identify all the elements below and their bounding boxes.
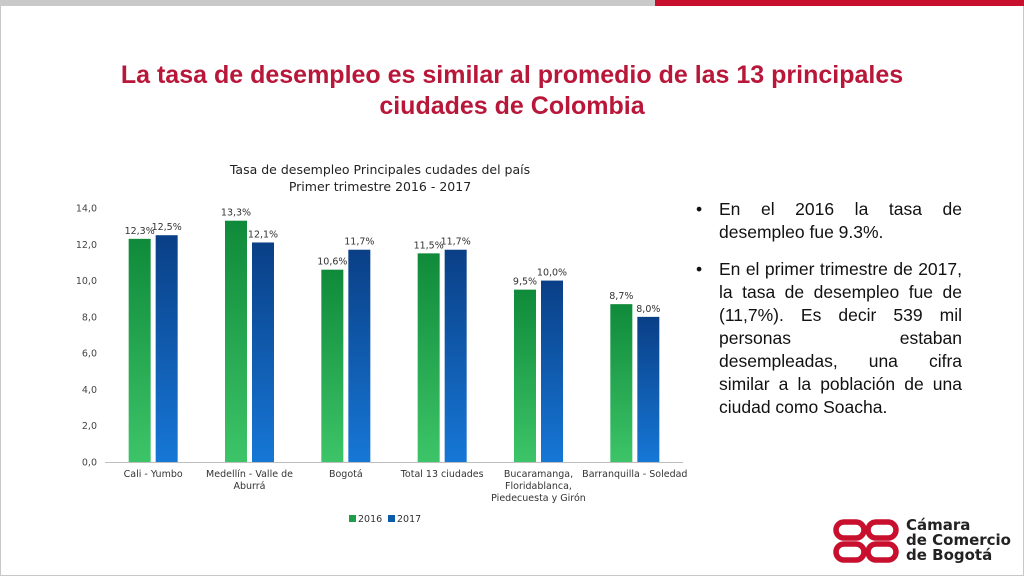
chamber-logo-icon [833,519,899,563]
y-tick-label: 12,0 [76,240,97,251]
bar-2016-4 [514,289,536,462]
x-axis: Cali - Yumbo Medellín - Valle de Aburrá Bog… [105,462,687,504]
legend-label-2017: 2017 [397,514,421,525]
slide-title: La tasa de desempleo es similar al prome… [60,60,964,122]
data-label-2016-3: 11,5% [414,240,444,251]
data-label-2017-4: 10,0% [537,268,567,279]
x-tick-label: Bogotá [329,469,363,480]
data-label-2016-5: 8,7% [609,291,633,302]
x-tick-label: Total 13 ciudades [400,469,484,480]
bullet-symbol: • [696,259,703,279]
y-tick-label: 8,0 [82,312,97,323]
slide-title-line1: La tasa de desempleo es similar al prome… [120,61,904,89]
bar-2016-5 [610,304,633,462]
bar-2016-2 [321,269,344,462]
bar-2017-2 [348,249,371,462]
y-tick-label: 6,0 [82,349,97,360]
bar-2017-0 [155,235,178,462]
y-tick-label: 14,0 [76,204,97,215]
logo-line3: de Bogotá [906,546,993,564]
bar-2016-0 [128,238,151,462]
bars: 12,3%12,5%13,3%12,1%10,6%11,7% 11,5%11,7%… [125,208,660,462]
y-tick-label: 4,0 [82,385,97,396]
x-tick-label: Barranquilla - Soledad [582,469,687,480]
data-label-2017-3: 11,7% [441,237,471,248]
y-tick-label: 2,0 [82,421,97,432]
bar-2017-1 [252,242,274,462]
chamber-logo-text: Cámara de Comercio de Bogotá [906,518,1011,563]
data-label-2017-1: 12,1% [248,229,278,240]
data-label-2016-0: 12,3% [125,226,155,237]
x-tick-label: Bucaramanga, Floridablanca, Piedecuesta y … [491,469,586,504]
bullet-text-2: En el primer trimestre de 2017, la tasa … [719,259,962,417]
logo-line1: Cámara [906,516,971,534]
data-label-2017-0: 12,5% [152,222,182,233]
data-label-2016-2: 10,6% [317,257,347,268]
x-tick-label: Medellín - Valle de Aburrá [206,469,293,492]
bullet-text-1: En el 2016 la tasa de desempleo fue 9.3%… [719,199,962,242]
bar-2016-3 [417,253,440,462]
bar-2017-5 [637,316,660,462]
x-tick-label: Cali - Yumbo [124,469,183,480]
legend-label-2016: 2016 [358,514,382,525]
bar-chart: 0,0 2,0 4,0 6,0 8,0 10,0 12,0 14,0 12,3%12,5% 13… [76,204,688,526]
bar-2017-3 [444,249,467,462]
logo-line2: de Comercio [906,531,1011,549]
bullet-item-2: • En el primer trimestre de 2017, la tas… [696,258,962,419]
data-label-2017-2: 11,7% [344,237,374,248]
legend-swatch-2017 [388,515,395,522]
bullet-item-1: • En el 2016 la tasa de desempleo fue 9.… [696,198,962,244]
bar-2016-1 [225,220,247,462]
y-tick-label: 0,0 [82,458,97,469]
chart-title-line2: Primer trimestre 2016 - 2017 [288,179,472,194]
y-axis: 0,0 2,0 4,0 6,0 8,0 10,0 12,0 14,0 [76,204,97,469]
top-accent-bar-gray [0,0,655,6]
y-tick-label: 10,0 [76,276,97,287]
legend-swatch-2016 [349,515,356,522]
bar-2017-4 [541,280,563,462]
slide-title-line2: ciudades de Colombia [379,92,645,120]
chart-title: Tasa de desempleo Principales cudades de… [180,161,580,195]
bullet-symbol: • [696,199,703,219]
bullet-list: • En el 2016 la tasa de desempleo fue 9.… [696,198,962,433]
chamber-logo: Cámara de Comercio de Bogotá [832,518,1012,564]
data-label-2017-5: 8,0% [636,304,660,315]
top-accent-bar-red [655,0,1024,6]
chart-title-line1: Tasa de desempleo Principales cudades de… [229,162,531,177]
data-label-2016-1: 13,3% [221,208,251,219]
legend: 2016 2017 [349,514,421,525]
data-label-2016-4: 9,5% [513,277,537,288]
